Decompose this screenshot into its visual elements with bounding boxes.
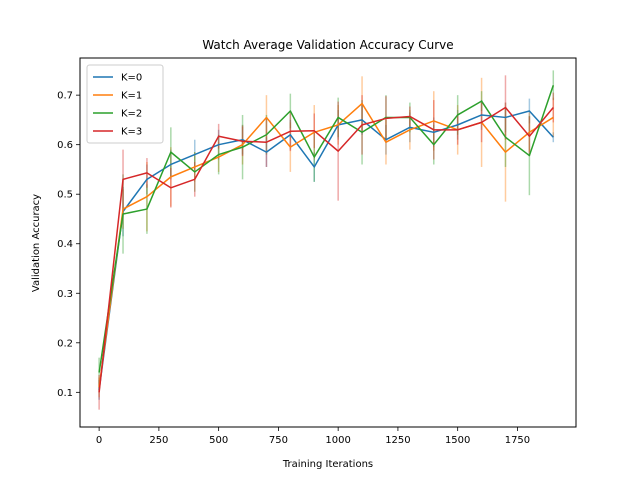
x-axis-label: Training Iterations [282, 459, 373, 470]
x-tick-label: 1500 [445, 435, 470, 446]
series-line-k2 [98, 84, 555, 373]
x-tick-label: 1000 [325, 435, 350, 446]
plot-area [79, 57, 577, 428]
x-tick-label: 500 [209, 435, 228, 446]
x-tick-label: 0 [96, 435, 102, 446]
x-tick-label: 250 [149, 435, 168, 446]
x-tick-label: 1250 [385, 435, 410, 446]
legend-entry-label: K=3 [121, 127, 142, 138]
x-tick-label: 1750 [505, 435, 530, 446]
x-axis: 0 250 500 750 1000 1250 1500 1750 [96, 427, 530, 446]
legend-entry-label: K=0 [121, 73, 142, 84]
y-tick-label: 0.4 [57, 239, 73, 250]
y-tick-label: 0.7 [57, 91, 73, 102]
legend: K=0 K=1 K=2 K=3 [86, 64, 164, 144]
y-tick-label: 0.5 [57, 190, 73, 201]
y-axis-label: Validation Accuracy [31, 194, 42, 292]
legend-entry-label: K=1 [121, 91, 142, 102]
y-tick-label: 0.2 [57, 338, 73, 349]
x-tick-label: 750 [269, 435, 288, 446]
series-line-k3 [98, 106, 554, 393]
y-tick-label: 0.1 [57, 388, 73, 399]
chart-title: Watch Average Validation Accuracy Curve [202, 38, 453, 52]
legend-entry-label: K=2 [121, 109, 142, 120]
axes-frame [79, 57, 577, 428]
series-lines [98, 84, 555, 393]
y-axis: 0.1 0.2 0.3 0.4 0.5 0.6 0.7 [57, 91, 80, 399]
series-line-k0 [98, 110, 554, 390]
y-tick-label: 0.6 [57, 140, 73, 151]
legend-box [86, 64, 164, 144]
y-tick-label: 0.3 [57, 289, 73, 300]
